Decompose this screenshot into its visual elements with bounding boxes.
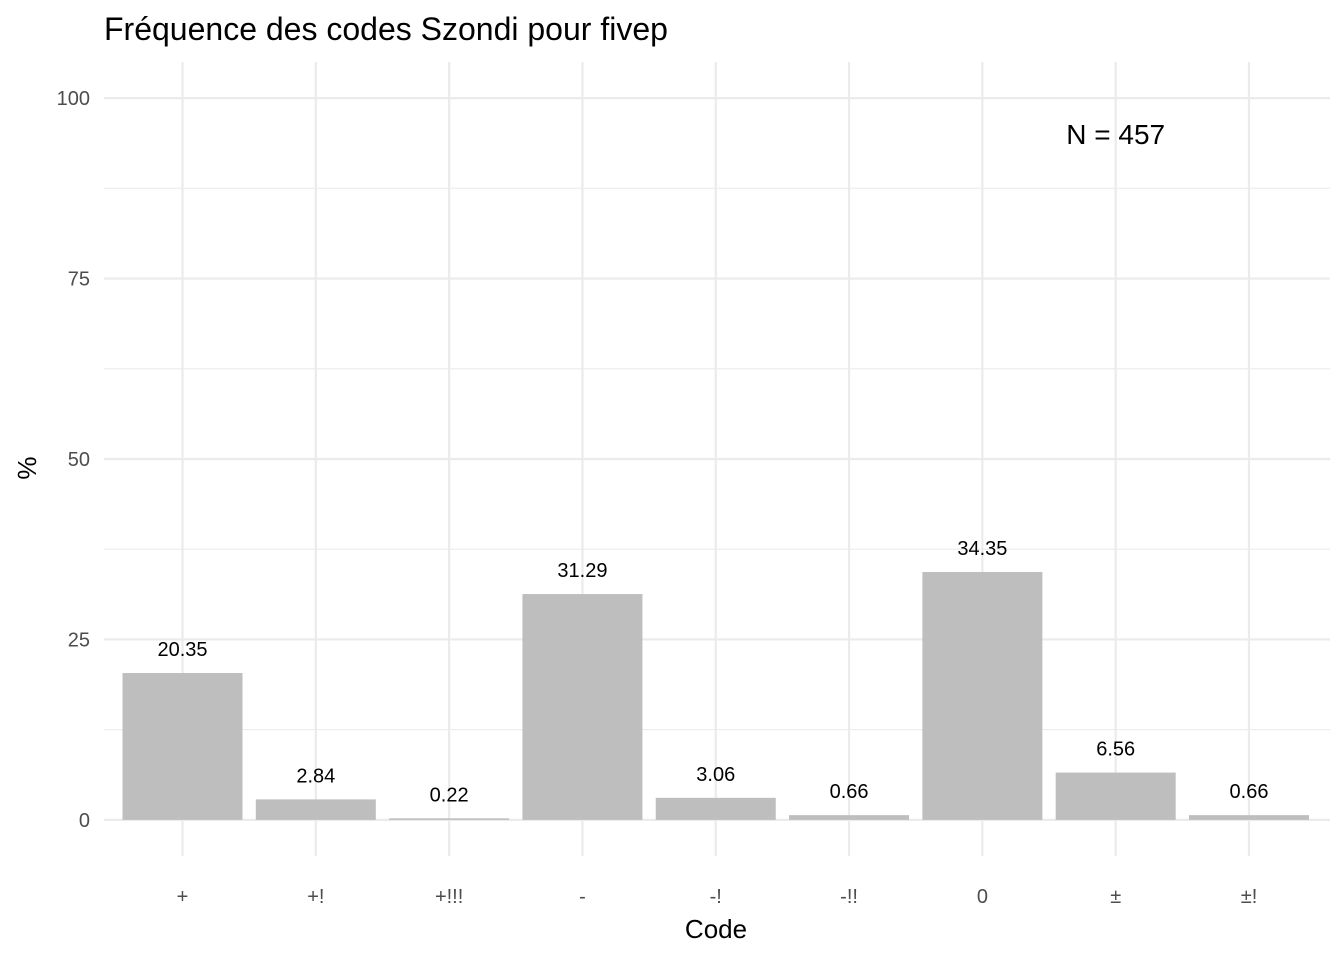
- x-tick-label: ±!: [1241, 886, 1258, 908]
- x-tick-label: +!: [307, 886, 324, 908]
- y-tick-label: 25: [68, 629, 90, 651]
- y-tick-label: 50: [68, 449, 90, 471]
- bar: [122, 673, 243, 820]
- bar: [389, 818, 510, 820]
- minor-gridlines: [104, 187, 1330, 731]
- x-tick-label: -!!: [840, 886, 858, 908]
- bar-value-label: 31.29: [557, 560, 607, 582]
- y-tick-label: 75: [68, 269, 90, 291]
- bars: [122, 571, 1309, 820]
- x-axis-title: Code: [685, 914, 747, 944]
- x-tick-label: 0: [977, 886, 988, 908]
- x-axis-ticks: + +! +!!! - -! -!! 0 ± ±!: [177, 886, 1258, 908]
- bar-value-labels: 20.35 2.84 0.22 31.29 3.06 0.66 34.35 6.56 0.66: [157, 538, 1268, 806]
- bar: [1055, 772, 1176, 820]
- y-tick-label: 100: [57, 88, 90, 110]
- y-tick-label: 0: [79, 810, 90, 832]
- bar-value-label: 0.66: [1230, 781, 1269, 803]
- bar-value-label: 0.66: [830, 781, 869, 803]
- bar-value-label: 3.06: [696, 764, 735, 786]
- y-axis-title: %: [12, 456, 42, 479]
- x-tick-label: -: [579, 886, 586, 908]
- bar-value-label: 34.35: [957, 538, 1007, 560]
- sample-size-annotation: N = 457: [1066, 119, 1165, 150]
- bar: [922, 571, 1043, 820]
- bar-value-label: 0.22: [430, 784, 469, 806]
- x-tick-label: +!!!: [435, 886, 463, 908]
- bar-value-label: 6.56: [1096, 739, 1135, 761]
- x-tick-label: -!: [710, 886, 722, 908]
- major-gridlines: [104, 62, 1330, 856]
- bar: [522, 594, 643, 820]
- bar-value-label: 2.84: [296, 765, 335, 787]
- y-axis-ticks: 0 25 50 75 100: [57, 88, 90, 832]
- bar: [1189, 815, 1309, 820]
- bar: [255, 799, 376, 820]
- x-tick-label: ±: [1110, 886, 1121, 908]
- bar: [655, 797, 776, 820]
- x-tick-label: +: [177, 886, 189, 908]
- bar-value-label: 20.35: [157, 639, 207, 661]
- bar: [789, 815, 910, 820]
- chart-title: Fréquence des codes Szondi pour fivep: [104, 11, 668, 47]
